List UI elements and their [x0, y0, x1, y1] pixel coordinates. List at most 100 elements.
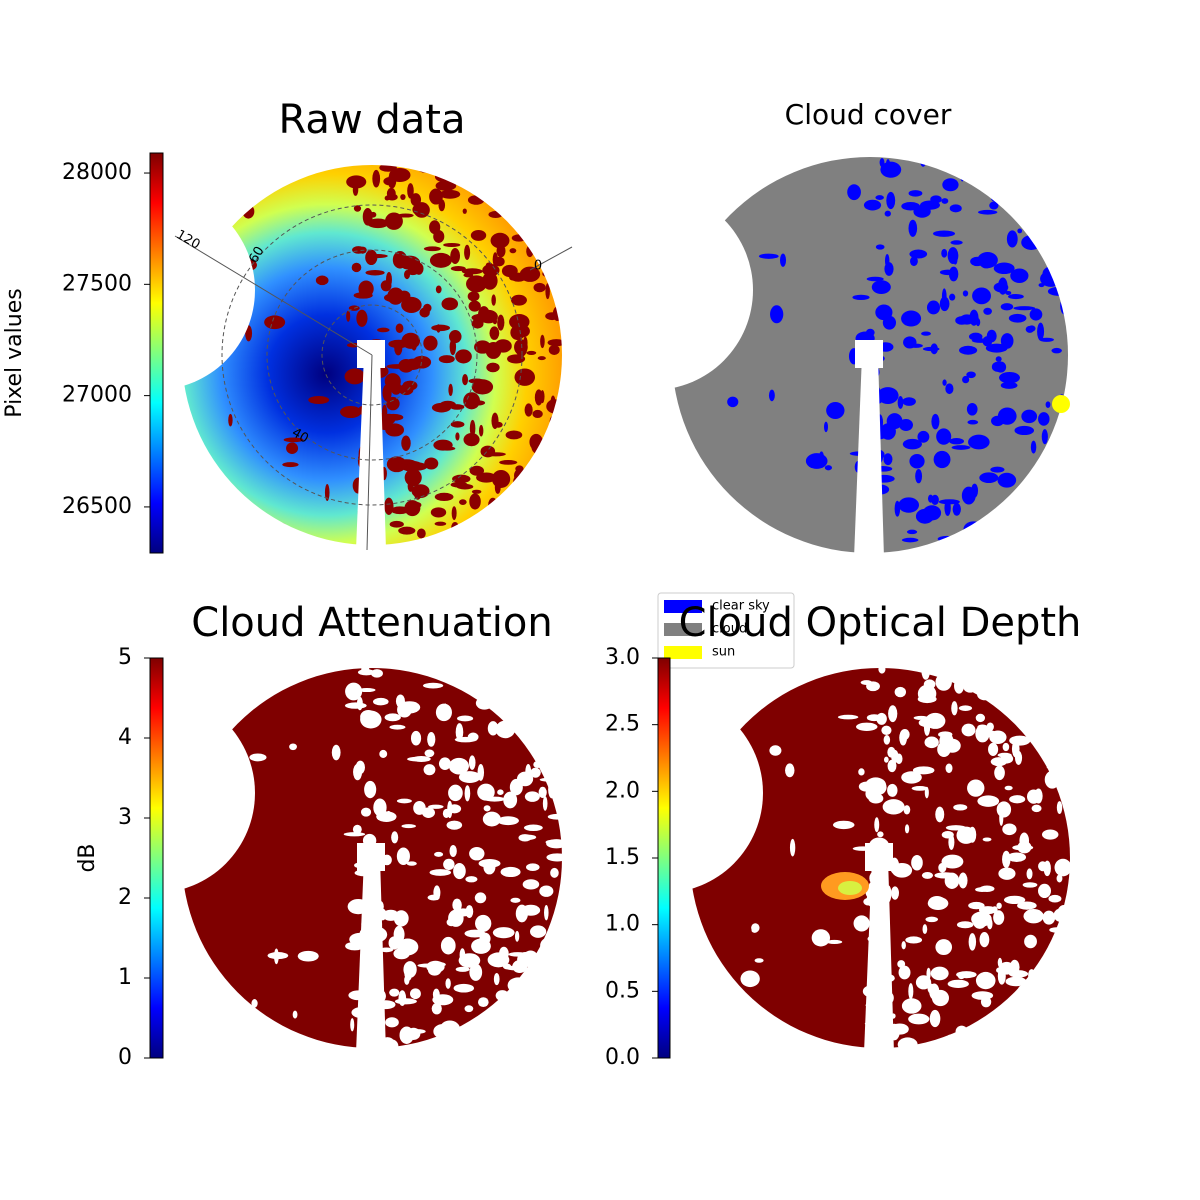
cloud-patch: [871, 484, 890, 495]
cloud-patch: [214, 1018, 220, 1034]
cloud-patch: [1017, 228, 1023, 234]
cloud-patch: [508, 681, 524, 688]
cloud-patch: [947, 153, 965, 162]
cloud-patch: [945, 825, 966, 831]
cloud-patch: [541, 461, 553, 472]
cloud-patch: [493, 421, 503, 428]
cloud-patch: [1005, 290, 1012, 295]
cloud-patch: [1060, 1016, 1070, 1031]
cloud-patch: [548, 780, 556, 799]
cloud-patch: [1049, 927, 1064, 933]
cloud-patch: [931, 494, 939, 505]
cloud-patch: [890, 886, 900, 900]
cloud-patch: [1026, 868, 1033, 880]
cloud-patch: [530, 219, 546, 237]
cloud-patch: [448, 784, 463, 802]
cloud-patch: [962, 290, 969, 297]
cloud-patch: [375, 900, 384, 913]
cloud-patch: [545, 247, 552, 259]
cloud-patch: [1047, 286, 1070, 296]
cloud-patch: [526, 863, 540, 871]
cloud-patch: [470, 229, 487, 241]
panel: Cloud cover: [672, 98, 1076, 559]
cloud-patch: [457, 715, 474, 722]
cloud-patch: [538, 696, 551, 708]
cloud-patch: [515, 685, 535, 695]
cloud-patch: [360, 709, 377, 724]
cloud-patch: [958, 872, 968, 889]
cloud-patch: [949, 438, 965, 445]
cloud-patch: [961, 723, 976, 737]
colorbar-tick-label: 26500: [62, 494, 132, 519]
cloud-patch: [488, 211, 503, 219]
cloud-patch: [983, 307, 992, 315]
cloud-patch: [488, 180, 496, 190]
cloud-patch: [977, 724, 988, 731]
cloud-patch: [228, 413, 233, 427]
cloud-patch: [1038, 412, 1050, 426]
cloud-patch: [972, 287, 991, 305]
cloud-patch: [1041, 683, 1046, 697]
cloud-patch: [888, 705, 898, 723]
cloud-patch: [497, 314, 505, 331]
cloud-patch: [391, 831, 399, 844]
cloud-patch: [478, 283, 495, 288]
cloud-patch: [1024, 934, 1037, 949]
cloud-patch: [210, 722, 231, 741]
cloud-patch: [975, 318, 981, 327]
cloud-patch: [864, 1021, 880, 1026]
cloud-patch: [968, 901, 985, 910]
cloud-patch: [1002, 823, 1017, 836]
cloud-patch: [430, 507, 447, 518]
cloud-patch: [908, 983, 914, 1000]
cloud-patch: [904, 824, 910, 834]
cloud-patch: [435, 180, 457, 191]
cloud-patch: [951, 445, 971, 450]
cloud-patch: [826, 939, 843, 945]
cloud-patch: [340, 405, 362, 419]
cloud-patch: [468, 755, 476, 770]
legend: clear sky cloud sun: [657, 592, 795, 669]
cloud-patch: [365, 531, 384, 544]
cloud-patch: [703, 489, 714, 499]
cloud-patch: [352, 824, 362, 835]
cloud-patch: [424, 457, 439, 470]
cloud-patch: [487, 952, 510, 968]
cloud-patch: [941, 288, 947, 305]
cloud-patch: [429, 869, 452, 876]
cloud-patch: [1040, 488, 1046, 507]
cloud-patch: [284, 1040, 300, 1047]
cloud-patch: [837, 714, 859, 720]
cloud-patch: [450, 248, 461, 264]
cloud-patch: [354, 907, 362, 913]
cloud-patch: [1051, 459, 1057, 474]
cloud-patch: [883, 735, 891, 745]
cloud-patch: [471, 379, 494, 395]
cloud-patch: [860, 680, 873, 685]
cloud-patch: [354, 869, 376, 877]
cloud-patch: [499, 460, 518, 465]
cloud-patch: [975, 887, 990, 892]
cloud-patch: [1014, 425, 1035, 436]
cloud-patch: [482, 811, 501, 827]
cloud-patch: [847, 184, 861, 201]
cloud-patch: [860, 525, 866, 537]
cloud-patch: [445, 978, 451, 989]
cloud-patch: [438, 199, 446, 212]
cloud-patch: [912, 766, 935, 775]
cloud-patch: [282, 462, 299, 468]
cloud-patch: [406, 861, 417, 866]
cloud-patch: [443, 858, 455, 871]
cloud-patch: [544, 904, 549, 921]
cloud-patch: [548, 991, 554, 1000]
cloud-patch: [1040, 468, 1053, 475]
cloud-patch: [509, 248, 517, 254]
camera-arm: [366, 354, 373, 551]
cloud-patch: [518, 233, 524, 241]
sky-image: [182, 663, 569, 1054]
cloud-patch: [1036, 1007, 1054, 1019]
cloud-patch: [546, 839, 567, 849]
cloud-patch: [308, 396, 330, 405]
cloud-patch: [475, 914, 492, 932]
cloud-patch: [1050, 677, 1057, 694]
